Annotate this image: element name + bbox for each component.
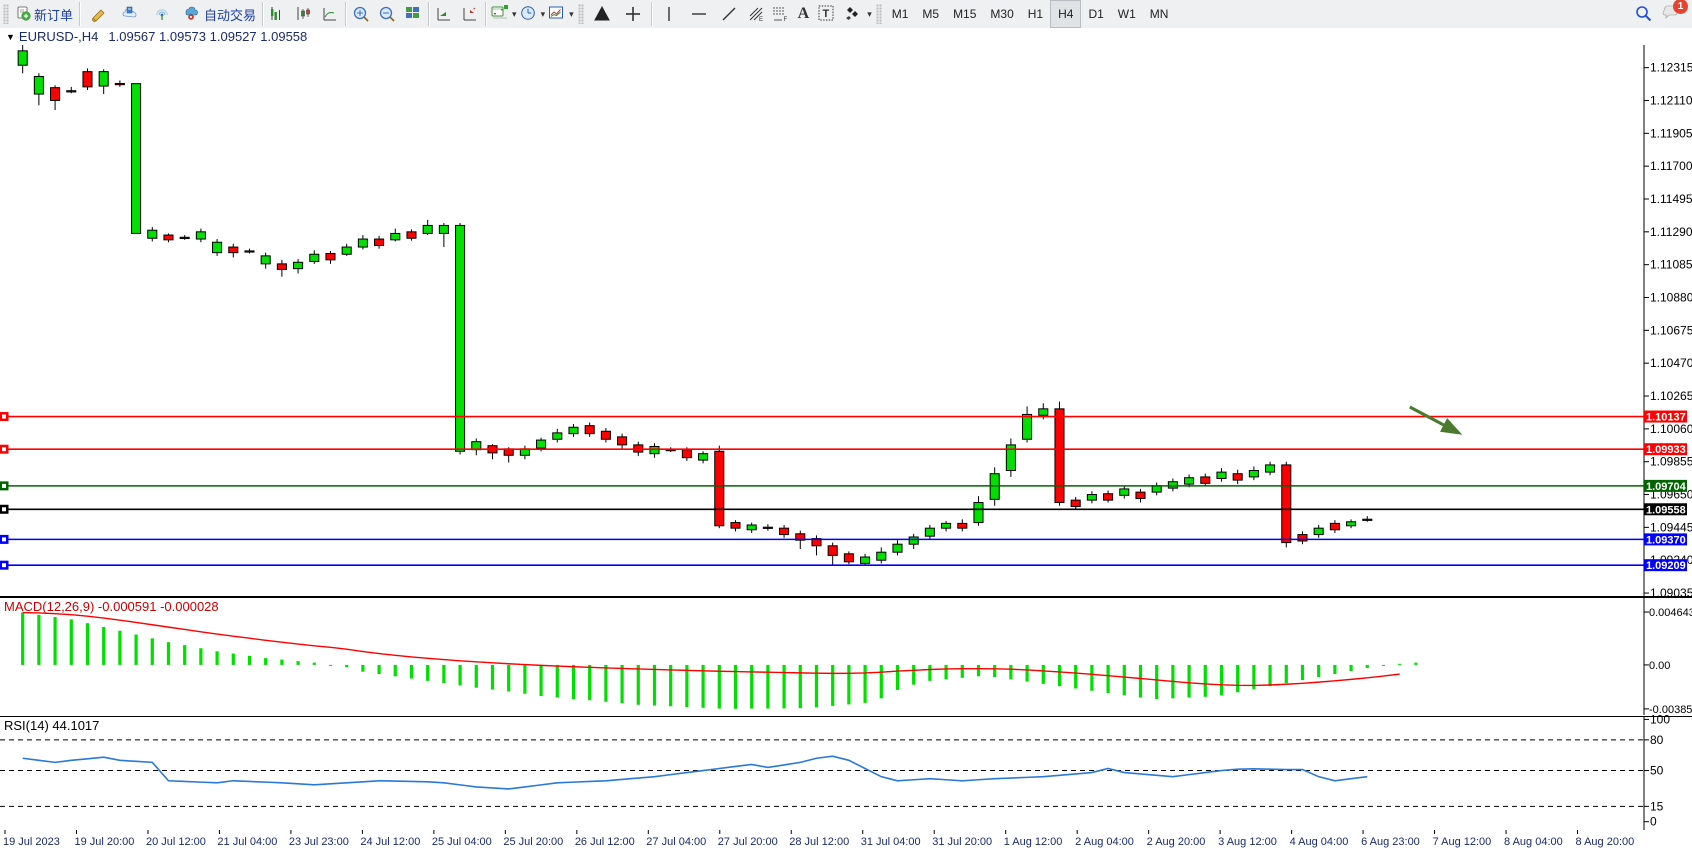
svg-text:20 Jul 12:00: 20 Jul 12:00 — [146, 836, 206, 848]
svg-text:23 Jul 23:00: 23 Jul 23:00 — [289, 836, 349, 848]
svg-text:1.11495: 1.11495 — [1650, 192, 1692, 206]
svg-text:1.09035: 1.09035 — [1650, 586, 1692, 596]
svg-text:1.10137: 1.10137 — [1646, 412, 1686, 424]
svg-text:1.10675: 1.10675 — [1650, 323, 1692, 337]
svg-text:28 Jul 12:00: 28 Jul 12:00 — [789, 836, 849, 848]
svg-text:F: F — [783, 17, 787, 23]
svg-text:8 Aug 20:00: 8 Aug 20:00 — [1576, 836, 1635, 848]
svg-text:1.09370: 1.09370 — [1646, 534, 1686, 546]
svg-text:2 Aug 20:00: 2 Aug 20:00 — [1147, 836, 1206, 848]
svg-text:2 Aug 04:00: 2 Aug 04:00 — [1075, 836, 1134, 848]
svg-text:RSI(14) 44.1017: RSI(14) 44.1017 — [4, 718, 99, 733]
svg-text:1.11905: 1.11905 — [1650, 126, 1692, 140]
svg-text:1.09855: 1.09855 — [1650, 455, 1692, 469]
svg-text:21 Jul 04:00: 21 Jul 04:00 — [217, 836, 277, 848]
svg-text:25 Jul 04:00: 25 Jul 04:00 — [432, 836, 492, 848]
svg-text:1.11085: 1.11085 — [1650, 258, 1692, 272]
svg-text:1.10880: 1.10880 — [1650, 291, 1692, 305]
svg-text:1.11700: 1.11700 — [1650, 159, 1692, 173]
svg-text:1.10060: 1.10060 — [1650, 422, 1692, 436]
svg-text:19 Jul 20:00: 19 Jul 20:00 — [74, 836, 134, 848]
svg-text:100: 100 — [1650, 712, 1670, 726]
svg-text:3 Aug 12:00: 3 Aug 12:00 — [1218, 836, 1277, 848]
svg-text:80: 80 — [1650, 733, 1664, 747]
svg-text:15: 15 — [1650, 799, 1664, 813]
svg-text:T: T — [823, 8, 830, 20]
svg-text:1 Aug 12:00: 1 Aug 12:00 — [1004, 836, 1063, 848]
svg-text:1.10470: 1.10470 — [1650, 356, 1692, 370]
svg-text:E: E — [759, 17, 763, 23]
svg-text:1.09209: 1.09209 — [1646, 560, 1686, 572]
svg-text:24 Jul 12:00: 24 Jul 12:00 — [360, 836, 420, 848]
svg-text:1.12315: 1.12315 — [1650, 61, 1692, 75]
svg-text:0.004643: 0.004643 — [1649, 607, 1692, 619]
svg-text:19 Jul 2023: 19 Jul 2023 — [3, 836, 60, 848]
svg-text:1.11290: 1.11290 — [1650, 225, 1692, 239]
svg-text:31 Jul 04:00: 31 Jul 04:00 — [861, 836, 921, 848]
svg-text:0: 0 — [1650, 815, 1657, 829]
svg-text:1.09558: 1.09558 — [1646, 504, 1686, 516]
svg-text:1.10265: 1.10265 — [1650, 389, 1692, 403]
svg-text:1.09933: 1.09933 — [1646, 444, 1686, 456]
svg-text:50: 50 — [1650, 764, 1664, 778]
svg-text:4 Aug 04:00: 4 Aug 04:00 — [1290, 836, 1349, 848]
svg-text:7 Aug 12:00: 7 Aug 12:00 — [1433, 836, 1492, 848]
svg-text:MACD(12,26,9) -0.000591 -0.000: MACD(12,26,9) -0.000591 -0.000028 — [4, 599, 219, 614]
svg-text:8 Aug 04:00: 8 Aug 04:00 — [1504, 836, 1563, 848]
svg-text:31 Jul 20:00: 31 Jul 20:00 — [932, 836, 992, 848]
svg-text:27 Jul 20:00: 27 Jul 20:00 — [718, 836, 778, 848]
svg-text:25 Jul 20:00: 25 Jul 20:00 — [503, 836, 563, 848]
svg-text:26 Jul 12:00: 26 Jul 12:00 — [575, 836, 635, 848]
svg-text:1.09704: 1.09704 — [1646, 481, 1687, 493]
svg-text:1.09445: 1.09445 — [1650, 520, 1692, 534]
svg-text:27 Jul 04:00: 27 Jul 04:00 — [646, 836, 706, 848]
svg-text:6 Aug 23:00: 6 Aug 23:00 — [1361, 836, 1420, 848]
svg-text:0.00: 0.00 — [1649, 660, 1670, 672]
svg-text:1.12110: 1.12110 — [1650, 93, 1692, 107]
